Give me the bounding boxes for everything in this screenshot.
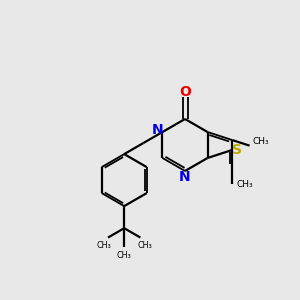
Text: CH₃: CH₃ <box>253 137 269 146</box>
Text: CH₃: CH₃ <box>97 241 111 250</box>
Text: CH₃: CH₃ <box>117 251 132 260</box>
Text: O: O <box>179 85 191 99</box>
Text: N: N <box>152 123 163 137</box>
Text: S: S <box>232 143 242 157</box>
Text: CH₃: CH₃ <box>236 180 253 189</box>
Text: N: N <box>179 170 191 184</box>
Text: CH₃: CH₃ <box>137 241 152 250</box>
